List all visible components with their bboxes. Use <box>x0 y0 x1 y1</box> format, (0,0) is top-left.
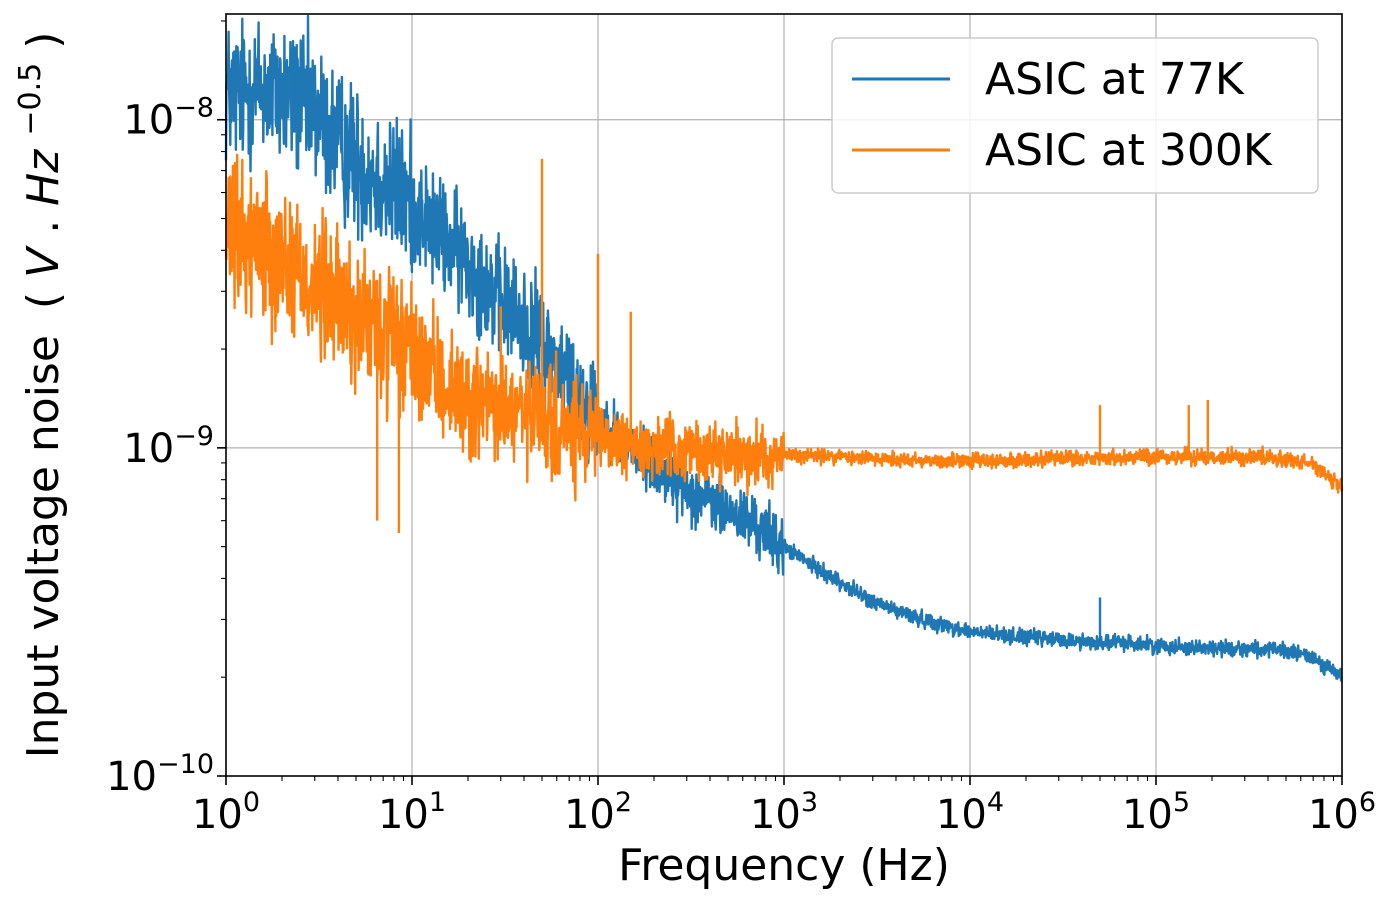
x-tick-exponent: 6 <box>1359 787 1376 818</box>
x-tick-base: 10 <box>1122 792 1173 838</box>
y-axis-unit-dot: . <box>18 206 69 234</box>
x-tick-base: 10 <box>564 792 615 838</box>
x-tick-exponent: 0 <box>243 787 260 818</box>
x-tick-exponent: 4 <box>987 787 1004 818</box>
x-tick-label: 104 <box>936 787 1004 838</box>
x-tick-exponent: 1 <box>429 787 446 818</box>
y-axis-unit-close: ) <box>18 32 69 49</box>
x-tick-label: 105 <box>1122 787 1190 838</box>
series-layer <box>224 14 1344 682</box>
x-tick-label: 102 <box>564 787 632 838</box>
legend-label-77k: ASIC at 77K <box>985 54 1245 105</box>
y-tick-base: 10 <box>123 98 174 144</box>
y-tick-label: 10−8 <box>123 93 214 144</box>
minor-ticks <box>221 20 1335 781</box>
x-tick-exponent: 3 <box>801 787 818 818</box>
x-tick-exponent: 2 <box>615 787 632 818</box>
legend-box <box>831 37 1319 194</box>
x-axis-label: Frequency (Hz) <box>618 840 950 891</box>
x-tick-base: 10 <box>750 792 801 838</box>
x-tick-label: 103 <box>750 787 818 838</box>
x-tick-label: 100 <box>192 787 260 838</box>
series-line-1 <box>224 153 1344 502</box>
legend-label-300k: ASIC at 300K <box>985 125 1273 176</box>
y-axis-unit-open: ( <box>18 292 69 309</box>
y-tick-base: 10 <box>106 754 157 800</box>
y-tick-base: 10 <box>123 426 174 472</box>
series-line-0 <box>224 14 1343 682</box>
x-tick-label: 101 <box>378 787 446 838</box>
y-axis-unit-hz: Hz <box>18 149 69 206</box>
y-axis-label-text: Input voltage noise <box>18 335 69 758</box>
x-tick-base: 10 <box>936 792 987 838</box>
x-tick-labels: 100 101 102 103 104 105 106 <box>192 787 1376 838</box>
x-tick-base: 10 <box>192 792 243 838</box>
y-axis-label: Input voltage noise ( V . Hz −0.5 ) <box>0 32 69 759</box>
x-tick-label: 106 <box>1308 787 1376 838</box>
legend: ASIC at 77K ASIC at 300K <box>831 37 1319 194</box>
y-tick-exponent: −9 <box>174 421 214 452</box>
y-tick-exponent: −10 <box>157 749 214 780</box>
x-tick-base: 10 <box>378 792 429 838</box>
y-tick-label: 10−10 <box>106 749 214 800</box>
major-ticks <box>217 118 1343 785</box>
y-axis-unit-v: V <box>18 245 69 278</box>
x-tick-base: 10 <box>1308 792 1359 838</box>
y-tick-exponent: −8 <box>174 93 214 124</box>
y-axis-unit-exponent: −0.5 <box>13 63 48 136</box>
y-tick-label: 10−9 <box>123 421 214 472</box>
x-tick-exponent: 5 <box>1173 787 1190 818</box>
